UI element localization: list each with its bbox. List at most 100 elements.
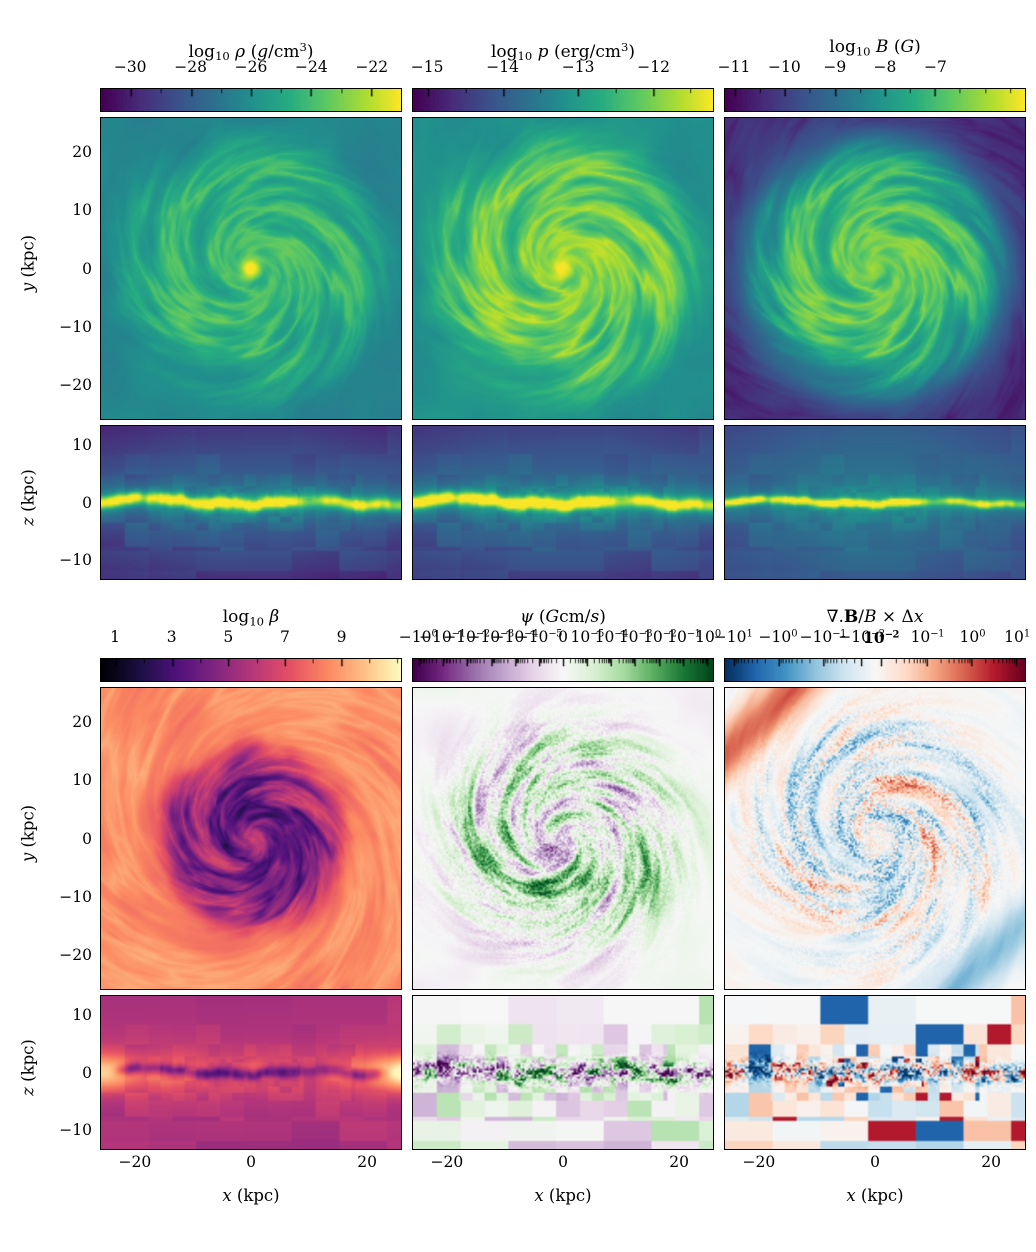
colorbar-title-psi: ψ (Gcm/s) xyxy=(412,606,714,628)
colorbar-tick-label: −10−1 xyxy=(799,628,847,646)
colorbar-rho xyxy=(100,88,402,112)
title-segment: ( xyxy=(250,41,258,62)
colorbar-tick-label: −10−3 xyxy=(467,628,514,646)
title-segment: 10 xyxy=(517,49,533,64)
title-segment: B xyxy=(870,37,894,57)
title-segment: ) xyxy=(914,37,921,57)
z-tick-label: 10 xyxy=(72,1006,92,1025)
colorbar-tick-label: −13 xyxy=(561,58,595,76)
x-tick-label: 0 xyxy=(246,1153,256,1171)
colorbar-title-B: log10 B (G) xyxy=(724,36,1026,62)
title-segment: 10 xyxy=(249,614,265,629)
tick-exponent: −2 xyxy=(475,628,490,640)
z-tick-label: 10 xyxy=(72,436,92,455)
colorbar-tick-label: 100 xyxy=(959,628,986,646)
title-segment: ) xyxy=(628,41,636,62)
colorbar-tick-label: 3 xyxy=(166,628,177,646)
tick-exponent: −1 xyxy=(930,628,944,640)
tick-exponent: 0 xyxy=(979,628,986,640)
x-tick-label: 0 xyxy=(870,1153,880,1171)
colorbar-tick-label: −100 xyxy=(758,628,798,646)
colorbar-tick-label: −100 xyxy=(398,628,438,646)
title-segment: s xyxy=(590,607,600,627)
edgeon-panel-psi xyxy=(412,995,714,1150)
x-tick-label: 20 xyxy=(981,1153,1002,1171)
title-segment: × Δ xyxy=(876,607,914,627)
colorbar-ticklabels-psi: −100 −10−1 −10−2 −10−3 −10−4 −10−5 0 10−5 10−4 10… xyxy=(399,628,721,652)
edgeon-panel-divB xyxy=(724,995,1026,1150)
colorbar-gradient-p xyxy=(413,89,713,111)
z-tick-label: 0 xyxy=(82,1063,92,1082)
title-segment: 10 xyxy=(215,49,230,64)
colorbar-tick-label: −26 xyxy=(234,58,268,76)
colorbar-tick-label: −8 xyxy=(873,58,897,76)
title-segment: g xyxy=(257,41,269,62)
y-tick-label: −10 xyxy=(59,317,92,336)
colorbar-gradient-B xyxy=(725,89,1025,111)
title-segment: p xyxy=(532,41,554,62)
y-tick-label: −20 xyxy=(59,376,92,395)
colorbar-ticklabels-p: −15 −14 −13 −12 xyxy=(411,58,714,82)
title-segment: β xyxy=(264,607,280,627)
tick-exponent: 0 xyxy=(714,628,721,640)
colorbar-ticklabels-rho: −30 −28 −26 −24 −22 xyxy=(100,58,402,82)
title-segment: x xyxy=(913,607,924,627)
colorbar-tick-label: 10−4 xyxy=(594,628,629,646)
tick-exponent: −4 xyxy=(524,628,538,640)
title-segment: log xyxy=(222,607,250,627)
title-segment: ) xyxy=(599,607,606,627)
z-tick-label: −10 xyxy=(59,1120,92,1139)
y-tick-label: 10 xyxy=(72,771,92,790)
title-segment: ( xyxy=(893,37,901,57)
colorbar-tick-label: −11 xyxy=(717,58,751,76)
colorbar-tick-label: −10−1 xyxy=(419,628,466,646)
faceon-panel-B xyxy=(724,117,1026,420)
tick-exponent: −2 xyxy=(884,629,900,641)
colorbar-tick-label: 0 xyxy=(558,628,568,646)
y-tick-label: 20 xyxy=(72,142,92,161)
faceon-panel-rho xyxy=(100,117,402,420)
edgeon-map-rho xyxy=(101,426,401,579)
y-tick-label: 10 xyxy=(72,201,92,220)
tick-exponent: −1 xyxy=(832,628,846,640)
title-segment: ∇. xyxy=(826,607,844,627)
colorbar-title-p: log10 p (erg/cm3) xyxy=(412,36,714,67)
colorbar-title-beta: log10 β xyxy=(100,606,402,632)
tick-exponent: −3 xyxy=(500,628,514,640)
title-segment: log xyxy=(829,37,856,57)
x-axis-label-col2: x (kpc) xyxy=(534,1186,592,1205)
tick-exponent: −2 xyxy=(662,628,677,640)
x-tick-label: 20 xyxy=(669,1153,690,1171)
x-tick-label: 20 xyxy=(357,1153,378,1171)
colorbar-tick-label: 10−5 xyxy=(570,628,604,646)
colorbar-title-rho: log10 ρ (g/cm3) xyxy=(100,36,402,67)
title-segment: G xyxy=(545,607,560,627)
y-tick-label: −10 xyxy=(59,887,92,906)
colorbar-p xyxy=(412,88,714,112)
y-tick-label: 20 xyxy=(72,712,92,731)
title-segment: log xyxy=(188,41,216,62)
x-axis-label-col3: x (kpc) xyxy=(846,1186,904,1205)
title-segment: log xyxy=(490,41,518,62)
title-segment: /cm xyxy=(268,41,300,62)
title-segment: (erg/cm xyxy=(553,41,622,62)
edgeon-panel-B xyxy=(724,425,1026,580)
title-segment: B xyxy=(863,607,877,627)
colorbar-tick-label: −30 xyxy=(113,58,147,76)
colorbar-tick-label: −22 xyxy=(355,58,389,76)
colorbar-tick-label: −10−2 xyxy=(838,628,885,646)
edgeon-map-psi xyxy=(413,996,713,1149)
faceon-panel-beta xyxy=(100,687,402,990)
x-tick-label: 0 xyxy=(558,1153,568,1171)
faceon-map-divB xyxy=(725,688,1025,989)
title-segment: ψ xyxy=(520,607,539,627)
colorbar-psi xyxy=(412,658,714,682)
edgeon-map-divB xyxy=(725,996,1025,1149)
tick-exponent: 0 xyxy=(791,628,798,640)
title-segment: ρ xyxy=(229,41,251,62)
faceon-map-rho xyxy=(101,118,401,419)
colorbar-tick-label: −12 xyxy=(637,58,670,76)
colorbar-tick-label: −10−5 xyxy=(515,628,563,646)
colorbar-divB xyxy=(724,658,1026,682)
